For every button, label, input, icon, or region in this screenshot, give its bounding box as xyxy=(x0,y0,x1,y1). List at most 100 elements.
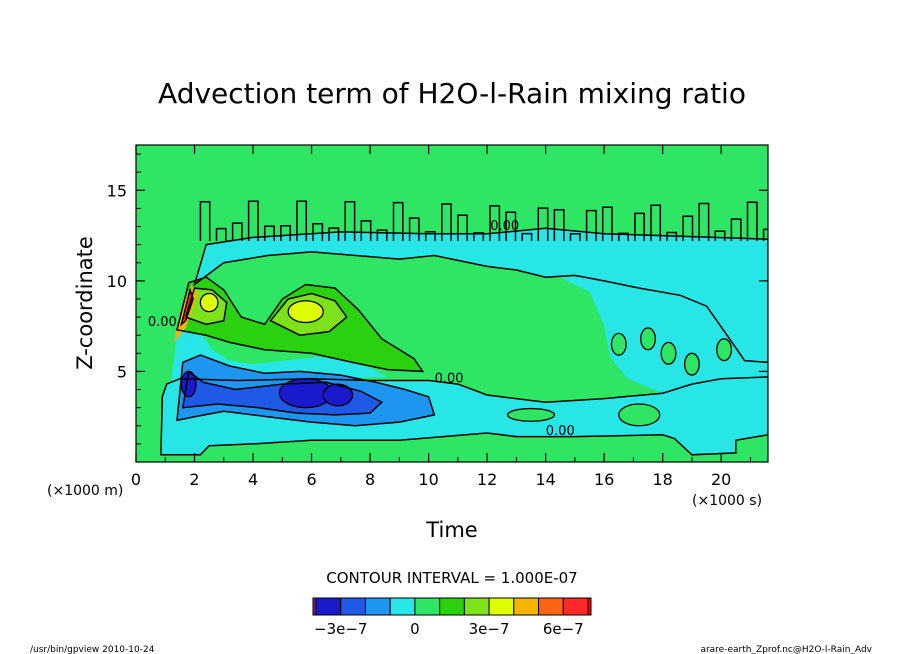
colorbar-swatch xyxy=(488,597,515,616)
y-tick-label: 10 xyxy=(107,272,127,291)
negative-tongue xyxy=(171,295,388,381)
contour-spike xyxy=(650,204,662,241)
contour-spike xyxy=(457,214,468,241)
x-tick-label: 16 xyxy=(594,470,614,489)
contour-spike xyxy=(376,229,388,241)
contour-spike xyxy=(231,222,243,241)
contour-zero-lower xyxy=(160,376,768,456)
colorbar-swatch xyxy=(463,597,490,616)
colorbar-swatch xyxy=(562,597,589,616)
colorbar-swatch xyxy=(439,597,465,616)
x-tick-label: 2 xyxy=(189,470,199,489)
x-tick-label: 0 xyxy=(131,470,141,489)
contour-spike xyxy=(424,231,436,241)
contour-spike xyxy=(698,202,710,241)
contour-spike xyxy=(328,227,340,241)
x-axis-label: Time xyxy=(425,518,477,542)
contour-spike xyxy=(537,207,549,241)
contour-pos-2 xyxy=(184,287,228,326)
contour-spike xyxy=(392,201,404,241)
contour-spike xyxy=(730,218,742,241)
contour-spike xyxy=(247,200,259,241)
contour-spike xyxy=(682,215,694,241)
contour-spike xyxy=(280,225,291,241)
zero-gap xyxy=(618,403,661,427)
colorbar-min-cap xyxy=(312,597,317,616)
colorbar-swatch xyxy=(513,597,540,616)
x-tick-label: 4 xyxy=(248,470,258,489)
x-tick-label: 6 xyxy=(306,470,316,489)
zero-gap xyxy=(506,407,556,422)
contour-spike xyxy=(553,208,565,241)
negative-peak xyxy=(322,383,354,407)
y-tick-label: 15 xyxy=(107,181,127,200)
colorbar-tick-label: 6e−7 xyxy=(543,620,584,638)
contour-neg-2 xyxy=(176,354,436,427)
x-tick-label: 18 xyxy=(652,470,672,489)
colorbar-tick-label: 0 xyxy=(410,620,420,638)
colorbar: −3e−7 0 3e−7 6e−7 xyxy=(312,597,592,638)
contour-spike xyxy=(360,220,372,241)
contour-pos-1 xyxy=(176,276,425,373)
footer-left: /usr/bin/gpview 2010-10-24 xyxy=(30,645,155,654)
contour-spike xyxy=(215,227,227,241)
contour-label: 0.00 xyxy=(148,315,177,330)
contour-interval-text: CONTOUR INTERVAL = 1.000E-07 xyxy=(326,569,577,587)
contour-label: 0.00 xyxy=(435,371,464,386)
colorbar-swatch xyxy=(414,597,441,616)
contour-spike xyxy=(569,233,581,241)
contour-spike xyxy=(762,228,768,241)
contour-spike xyxy=(746,201,758,241)
contour-spike xyxy=(618,232,629,241)
x-axis: 0 2 4 6 8 10 12 14 16 18 20 xyxy=(131,145,751,489)
contour-pos-2b xyxy=(269,292,348,336)
contour-line-layer xyxy=(160,200,768,456)
colorbar-swatch xyxy=(389,597,416,616)
contour-spike xyxy=(473,232,485,241)
colorbar-swatch xyxy=(538,597,564,616)
negative-right-field xyxy=(560,275,768,394)
contour-spike xyxy=(634,212,645,241)
contour-spike xyxy=(296,200,308,241)
contour-spike xyxy=(199,201,211,241)
x-tick-label: 14 xyxy=(535,470,555,489)
plot-frame xyxy=(135,144,769,463)
contour-spike xyxy=(408,217,420,241)
contour-spike xyxy=(666,231,678,241)
positive-peak xyxy=(199,292,219,313)
contour-spike xyxy=(505,211,517,241)
chart-title: Advection term of H2O-l-Rain mixing rati… xyxy=(158,77,746,110)
small-cell xyxy=(640,327,657,351)
y-axis-label: Z-coordinate xyxy=(73,236,97,370)
contour-zero-upper xyxy=(193,227,768,364)
contour-label: 0.00 xyxy=(546,424,575,439)
y-tick-label: 5 xyxy=(117,362,127,381)
colorbar-tick-label: 3e−7 xyxy=(469,620,510,638)
contour-spike xyxy=(344,200,356,241)
contour-spike xyxy=(263,225,275,241)
contour-label-layer: 0.00 0.00 0.00 0.00 xyxy=(148,219,575,439)
contour-spike xyxy=(601,206,613,241)
contour-spike xyxy=(441,203,452,241)
contour-spike xyxy=(521,232,533,241)
small-cell xyxy=(683,352,700,376)
x-tick-label: 20 xyxy=(711,470,731,489)
contour-spike xyxy=(489,205,501,241)
y-axis: 5 10 15 xyxy=(107,153,768,445)
footer-right: arare-earth_Zprof.nc@H2O-l-Rain_Adv xyxy=(700,645,872,654)
x-tick-label: 12 xyxy=(477,470,497,489)
colorbar-swatch xyxy=(364,597,391,616)
colorbar-swatch xyxy=(340,597,366,616)
small-cell xyxy=(660,341,677,365)
y-axis-unit: (×1000 m) xyxy=(47,483,123,499)
colorbar-tick-label: −3e−7 xyxy=(314,620,367,638)
contour-updraft xyxy=(180,287,194,327)
x-tick-label: 10 xyxy=(418,470,438,489)
contour-spike xyxy=(585,209,597,241)
x-tick-label: 8 xyxy=(365,470,375,489)
x-axis-unit: (×1000 s) xyxy=(692,493,762,509)
contour-label: 0.00 xyxy=(490,219,519,234)
colorbar-max-cap xyxy=(587,597,592,616)
contour-neg-3 xyxy=(181,370,384,416)
